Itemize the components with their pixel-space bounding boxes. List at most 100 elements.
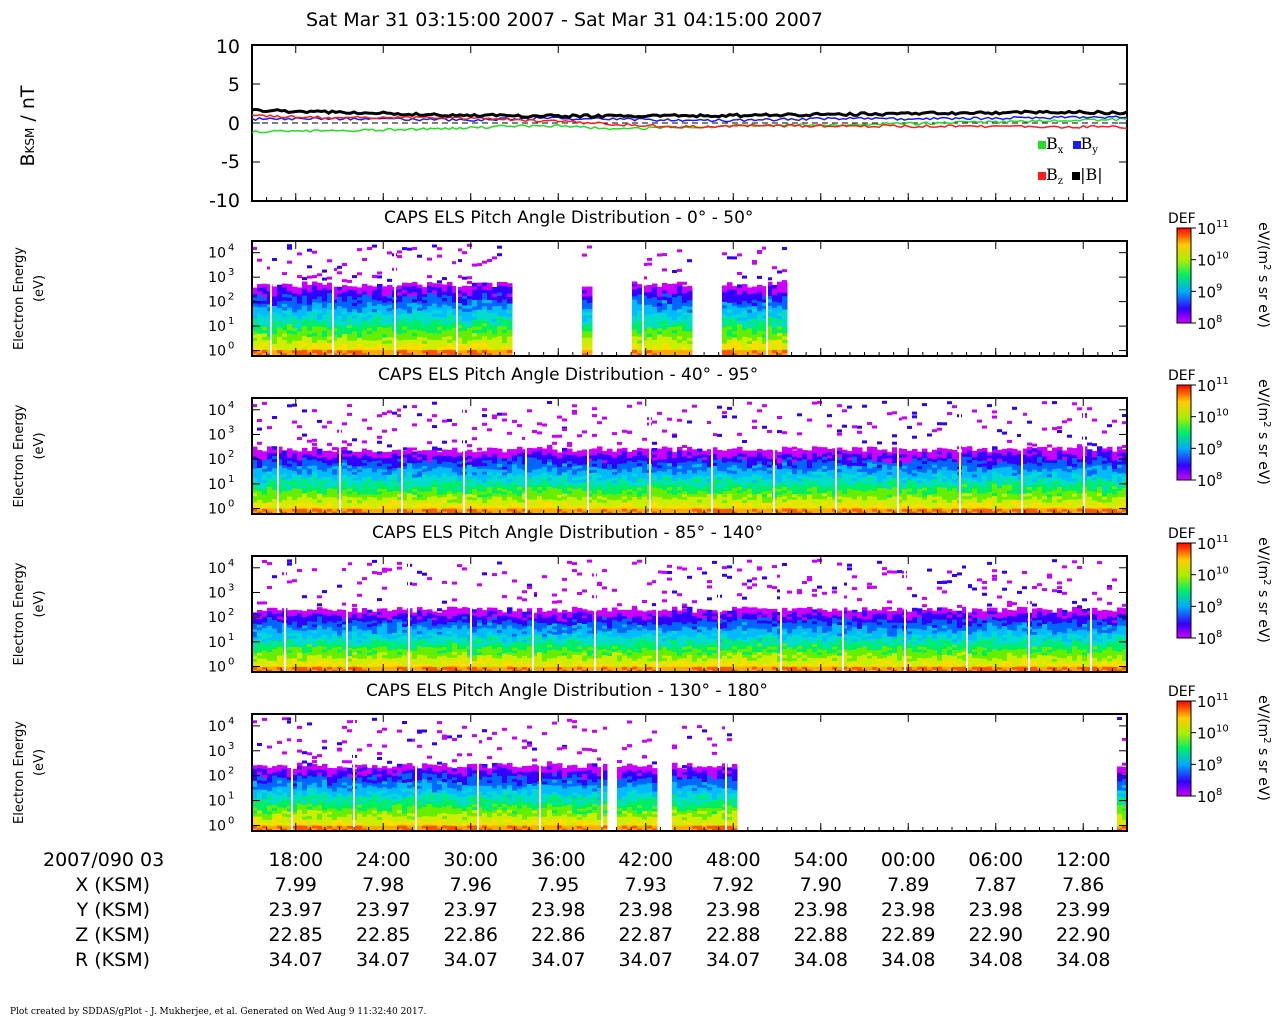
spectro-cell <box>537 453 543 457</box>
spectro-cell <box>637 493 643 497</box>
spectro-cell <box>252 287 258 292</box>
spectro-cell <box>532 502 538 506</box>
spectro-cell <box>547 474 553 478</box>
spectro-cell <box>832 481 838 485</box>
spectro-ytick-label: 10 <box>208 319 226 335</box>
spectro-cell <box>482 488 488 492</box>
spectro-cell <box>907 468 913 472</box>
spectro-cell <box>652 342 658 347</box>
spectro-cell <box>662 309 668 314</box>
spectro-cell <box>347 295 353 300</box>
spectro-cell <box>797 454 803 458</box>
spectro-cell <box>902 505 908 509</box>
spectro-cell <box>722 496 728 501</box>
spectro-cell <box>277 477 283 481</box>
spectro-cell <box>797 493 803 497</box>
spectro-cell <box>262 287 268 291</box>
spectro-cell <box>562 505 568 509</box>
spectro-cell <box>587 449 593 453</box>
spectro-cell <box>397 502 403 506</box>
spectro-cell <box>252 468 258 472</box>
spectro-cell <box>772 291 778 296</box>
spectro-cell <box>742 450 748 454</box>
spectro-cell <box>757 472 763 476</box>
spectro-cell <box>367 295 373 299</box>
spectro-cell <box>652 448 658 452</box>
spectro-cell <box>857 447 863 451</box>
spectro-cell <box>472 292 478 297</box>
spectro-cell <box>762 490 768 495</box>
spectro-cell <box>292 308 298 313</box>
spectro-cell <box>307 310 313 315</box>
spectro-cell <box>782 309 788 313</box>
spectro-cell <box>642 466 648 470</box>
spectro-cell <box>372 485 378 490</box>
spectro-cell <box>622 453 628 458</box>
spectro-cell <box>717 490 723 495</box>
spectro-cell <box>352 343 358 348</box>
spectro-cell <box>447 288 453 293</box>
spectro-dot <box>287 260 292 264</box>
spectro-cell <box>727 288 733 293</box>
spectro-cell <box>687 343 693 348</box>
spectro-cell <box>672 505 678 509</box>
spectro-cell <box>362 283 368 288</box>
spectro-dot <box>502 412 507 416</box>
spectro-cell <box>332 302 338 307</box>
spectro-cell <box>447 352 453 357</box>
spectro-cell <box>422 485 428 489</box>
spectro-cell <box>777 302 783 306</box>
spectro-cell <box>487 292 493 297</box>
spectro-cell <box>267 300 273 305</box>
spectro-cell <box>302 335 308 340</box>
spectro-cell <box>397 511 403 515</box>
spectro-cell <box>387 304 393 308</box>
spectro-cell <box>452 511 458 515</box>
spectro-cell <box>362 471 368 475</box>
spectro-cell <box>907 476 913 481</box>
spectro-cell <box>907 496 913 501</box>
spectro-ytick-label: 10 <box>208 344 226 360</box>
spectro-cell <box>852 453 858 457</box>
spectro-cell <box>747 299 753 304</box>
spectro-cell <box>287 484 293 488</box>
spectro-cell <box>282 485 288 489</box>
spectro-cell <box>302 318 308 323</box>
spectro-cell <box>487 456 493 461</box>
spectro-cell <box>687 324 693 329</box>
spectro-cell <box>397 464 403 468</box>
spectro-cell <box>752 337 758 341</box>
spectro-cell <box>367 499 373 503</box>
spectro-cell <box>457 472 463 476</box>
spectro-cell <box>867 461 873 466</box>
spectro-cell <box>447 499 453 503</box>
spectro-cell <box>352 477 358 481</box>
spectro-cell <box>407 447 413 451</box>
spectro-cell <box>497 469 503 473</box>
spectro-cell <box>307 349 313 354</box>
spectro-cell <box>592 499 598 503</box>
spectro-cell <box>402 342 408 347</box>
spectro-cell <box>627 485 633 490</box>
spectro-cell <box>257 326 263 331</box>
spectro-cell <box>682 464 688 469</box>
spectro-cell <box>262 342 268 347</box>
spectro-cell <box>442 473 448 477</box>
spectro-cell <box>327 450 333 454</box>
spectro-cell <box>472 339 478 344</box>
spectro-cell <box>317 286 323 290</box>
spectro-cell <box>902 488 908 492</box>
spectro-cell <box>732 467 738 471</box>
spectro-cell <box>737 352 743 357</box>
spectro-cell <box>872 466 878 470</box>
spectro-cell <box>717 476 723 480</box>
spectro-cell <box>642 460 648 464</box>
spectro-cell <box>492 508 498 512</box>
spectro-cell <box>252 495 258 500</box>
spectro-cell <box>787 459 793 464</box>
spectro-cell <box>407 302 413 307</box>
spectro-cell <box>267 449 273 453</box>
spectro-dot <box>627 430 632 434</box>
spectro-cell <box>682 327 688 332</box>
spectro-cell <box>452 352 458 357</box>
